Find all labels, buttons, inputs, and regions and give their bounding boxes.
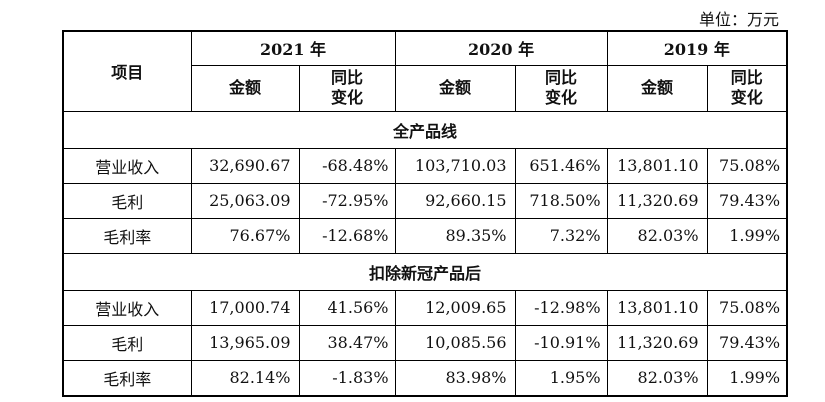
amount-cell: 11,320.69 — [606, 324, 708, 361]
change-cell: 1.99% — [706, 359, 788, 396]
financial-table: 项目 2021 年 2020 年 2019 年 金额 同比 变化 金额 同比 变化 … — [62, 30, 789, 397]
unit-label: 单位：万元 — [698, 10, 779, 29]
header-year-2021: 2021 年 — [190, 30, 396, 66]
header-amount: 金额 — [190, 64, 300, 112]
amount-cell: 103,710.03 — [394, 147, 516, 184]
amount-cell: 76.67% — [190, 217, 300, 254]
section-title: 扣除新冠产品后 — [62, 252, 788, 291]
header-year-2020: 2020 年 — [394, 30, 608, 66]
amount-cell: 11,320.69 — [606, 182, 708, 219]
amount-cell: 89.35% — [394, 217, 516, 254]
table-row: 毛利率 76.67% -12.68% 89.35% 7.32% 82.03% 1.99% — [62, 217, 788, 254]
change-cell: -72.95% — [298, 182, 396, 219]
row-label: 营业收入 — [62, 289, 192, 326]
amount-cell: 13,801.10 — [606, 289, 708, 326]
table-row: 毛利率 82.14% -1.83% 83.98% 1.95% 82.03% 1.99% — [62, 359, 788, 396]
header-change: 同比 变化 — [706, 64, 788, 112]
change-cell: 718.50% — [514, 182, 608, 219]
change-cell: 79.43% — [706, 182, 788, 219]
change-cell: -1.83% — [298, 359, 396, 396]
header-year-2019: 2019 年 — [606, 30, 788, 66]
header-change: 同比 变化 — [514, 64, 608, 112]
amount-cell: 83.98% — [394, 359, 516, 396]
table-row: 毛利 25,063.09 -72.95% 92,660.15 718.50% 11,320… — [62, 182, 788, 219]
row-label: 毛利 — [62, 182, 192, 219]
amount-cell: 17,000.74 — [190, 289, 300, 326]
change-cell: -12.68% — [298, 217, 396, 254]
amount-cell: 12,009.65 — [394, 289, 516, 326]
header-item: 项目 — [62, 30, 192, 112]
amount-cell: 82.03% — [606, 359, 708, 396]
amount-cell: 82.03% — [606, 217, 708, 254]
change-cell: 41.56% — [298, 289, 396, 326]
change-cell: 79.43% — [706, 324, 788, 361]
amount-cell: 32,690.67 — [190, 147, 300, 184]
row-label: 毛利率 — [62, 217, 192, 254]
change-cell: 1.99% — [706, 217, 788, 254]
table-row: 营业收入 32,690.67 -68.48% 103,710.03 651.46% 13,… — [62, 147, 788, 184]
table-row: 营业收入 17,000.74 41.56% 12,009.65 -12.98% 13,80… — [62, 289, 788, 326]
header-change: 同比 变化 — [298, 64, 396, 112]
row-label: 毛利 — [62, 324, 192, 361]
change-cell: 7.32% — [514, 217, 608, 254]
row-label: 营业收入 — [62, 147, 192, 184]
change-cell: 75.08% — [706, 289, 788, 326]
amount-cell: 13,965.09 — [190, 324, 300, 361]
header-amount: 金额 — [394, 64, 516, 112]
amount-cell: 82.14% — [190, 359, 300, 396]
table-row: 毛利 13,965.09 38.47% 10,085.56 -10.91% 11,320.… — [62, 324, 788, 361]
row-label: 毛利率 — [62, 359, 192, 396]
amount-cell: 13,801.10 — [606, 147, 708, 184]
change-cell: -68.48% — [298, 147, 396, 184]
change-cell: 651.46% — [514, 147, 608, 184]
amount-cell: 10,085.56 — [394, 324, 516, 361]
change-cell: -12.98% — [514, 289, 608, 326]
change-cell: 1.95% — [514, 359, 608, 396]
amount-cell: 25,063.09 — [190, 182, 300, 219]
header-amount: 金额 — [606, 64, 708, 112]
section-title: 全产品线 — [62, 110, 788, 149]
amount-cell: 92,660.15 — [394, 182, 516, 219]
change-cell: 75.08% — [706, 147, 788, 184]
change-cell: 38.47% — [298, 324, 396, 361]
change-cell: -10.91% — [514, 324, 608, 361]
